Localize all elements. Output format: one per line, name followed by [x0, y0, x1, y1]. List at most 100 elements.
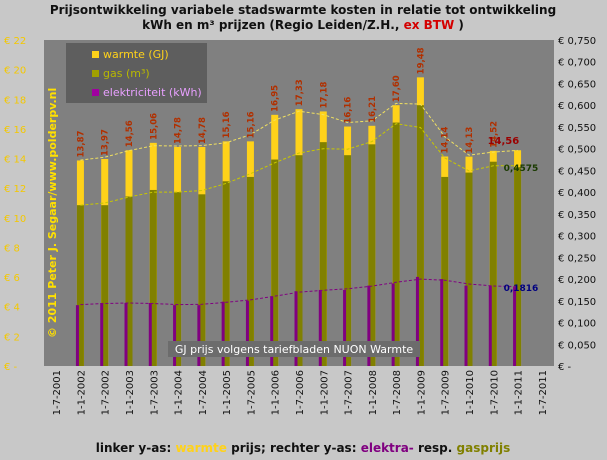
chart-title-line2-prefix: kWh en m³ prijzen (Regio Leiden/Z.H., — [142, 18, 399, 32]
x-tick-label: 1-1-2002 — [76, 370, 87, 415]
bar-gas — [441, 176, 449, 366]
right-tick-label: € 0,450 — [558, 166, 596, 177]
callout-gas-label: 0,4575 — [504, 164, 539, 174]
bar-elektriciteit — [488, 285, 492, 366]
bar-elektriciteit — [124, 302, 128, 366]
bar-value-label: 15,06 — [149, 113, 159, 140]
legend-label-gas: gas (m³) — [103, 67, 150, 80]
callout-elektriciteit-label: 0,1816 — [504, 284, 539, 294]
bar-gas — [174, 192, 182, 366]
bar-value-label: 13,87 — [76, 130, 86, 157]
bar-elektriciteit — [197, 305, 201, 366]
chart-title-line1: Prijsontwikkeling variabele stadswarmte … — [50, 3, 556, 17]
legend-label-warmte: warmte (GJ) — [103, 48, 169, 61]
bar-elektriciteit — [148, 302, 152, 366]
trendline-elektriciteit — [80, 278, 518, 306]
bar-elektriciteit — [391, 283, 395, 366]
right-axis: € - € 0,050 € 0,100 € 0,150 € 0,200 € 0,250 € … — [558, 36, 596, 373]
footer-part2: warmte — [175, 441, 226, 455]
legend-swatch-gas — [92, 70, 99, 77]
bar-gas — [271, 159, 279, 366]
x-tick-label: 1-7-2008 — [392, 370, 403, 415]
right-tick-label: € 0,200 — [558, 275, 596, 286]
right-tick-label: € 0,050 — [558, 340, 596, 351]
bar-elektriciteit — [513, 287, 517, 366]
x-tick-label: 1-1-2006 — [271, 370, 282, 415]
left-tick-label: € - — [4, 362, 18, 373]
bar-elektriciteit — [75, 305, 79, 366]
legend-box — [66, 43, 207, 103]
right-tick-label: € 0,750 — [558, 36, 596, 47]
bar-value-label: 15,16 — [222, 111, 232, 138]
left-tick-label: € 18 — [4, 95, 26, 106]
right-tick-label: € 0,100 — [558, 319, 596, 330]
bar-value-label: 17,18 — [319, 81, 329, 108]
source-note: GJ prijs volgens tariefbladen NUON Warmt… — [175, 343, 414, 356]
bar-elektriciteit — [367, 285, 371, 366]
right-tick-label: € - — [558, 362, 572, 373]
bar-value-label: 16,21 — [368, 96, 378, 123]
bar-value-label: 14,56 — [125, 120, 135, 147]
legend: warmte (GJ) gas (m³) elektriciteit (kWh) — [66, 43, 207, 103]
legend-swatch-warmte — [92, 51, 99, 58]
bar-elektriciteit — [464, 285, 468, 366]
x-tick-label: 1-1-2004 — [174, 370, 185, 415]
x-tick-label: 1-7-2004 — [198, 370, 209, 415]
left-tick-label: € 14 — [4, 155, 26, 166]
source-note-box — [168, 341, 420, 357]
bar-value-label: 13,97 — [101, 129, 111, 156]
footer-part5: resp. — [418, 441, 452, 455]
bar-gas — [368, 144, 376, 366]
bar-elektriciteit — [343, 289, 347, 366]
right-tick-label: € 0,550 — [558, 123, 596, 134]
bar-gas — [295, 155, 303, 366]
x-tick-label: 1-1-2005 — [222, 370, 233, 415]
bar-elektriciteit — [100, 302, 104, 366]
chart-title-line2-suffix: ) — [458, 18, 463, 32]
trendline-warmte — [80, 102, 518, 161]
x-tick-label: 1-7-2002 — [101, 370, 112, 415]
x-tick-label: 1-1-2009 — [416, 370, 427, 415]
x-tick-label: 1-1-2003 — [125, 370, 136, 415]
bar-gas — [344, 155, 352, 366]
x-tick-label: 1-1-2011 — [514, 370, 525, 415]
bar-value-label: 16,16 — [344, 97, 354, 124]
x-tick-label: 1-7-2006 — [295, 370, 306, 415]
x-tick-label: 1-7-2003 — [149, 370, 160, 415]
right-tick-label: € 0,600 — [558, 101, 596, 112]
x-tick-label: 1-1-2010 — [465, 370, 476, 415]
footer-text: linker y-as: warmte prijs; rechter y-as:… — [96, 441, 511, 455]
right-tick-label: € 0,350 — [558, 210, 596, 221]
left-tick-label: € 22 — [4, 36, 26, 47]
bar-elektriciteit — [173, 305, 177, 366]
bar-gas — [392, 122, 400, 366]
bar-value-label: 15,16 — [246, 111, 256, 138]
right-tick-label: € 0,300 — [558, 232, 596, 243]
bar-gas — [125, 196, 133, 366]
bar-gas — [319, 142, 327, 366]
legend-label-elektriciteit: elektriciteit (kWh) — [103, 86, 202, 99]
bar-gas — [465, 172, 473, 366]
bar-elektriciteit — [294, 291, 298, 366]
chart-title-line2: kWh en m³ prijzen (Regio Leiden/Z.H., ex… — [142, 18, 464, 32]
right-tick-label: € 0,500 — [558, 145, 596, 156]
bar-elektriciteit — [318, 289, 322, 366]
bar-gas — [246, 176, 254, 366]
footer-part4: elektra- — [361, 441, 414, 455]
bar-elektriciteit — [415, 276, 419, 366]
x-axis: 1-7-2001 1-1-2002 1-7-2002 1-1-2003 1-7-2003… — [52, 370, 549, 415]
bar-value-label: 14,13 — [465, 127, 475, 154]
legend-swatch-elektriciteit — [92, 89, 99, 96]
x-tick-label: 1-7-2007 — [344, 370, 355, 415]
bar-elektriciteit — [440, 279, 444, 366]
bar-gas — [222, 181, 230, 366]
right-tick-label: € 0,650 — [558, 79, 596, 90]
x-tick-label: 1-7-2010 — [489, 370, 500, 415]
left-tick-label: € 2 — [4, 332, 20, 343]
footer-part1: linker y-as: — [96, 441, 172, 455]
right-tick-label: € 0,700 — [558, 58, 596, 69]
left-tick-label: € 20 — [4, 66, 26, 77]
left-tick-label: € 12 — [4, 184, 26, 195]
bar-gas — [198, 194, 206, 366]
